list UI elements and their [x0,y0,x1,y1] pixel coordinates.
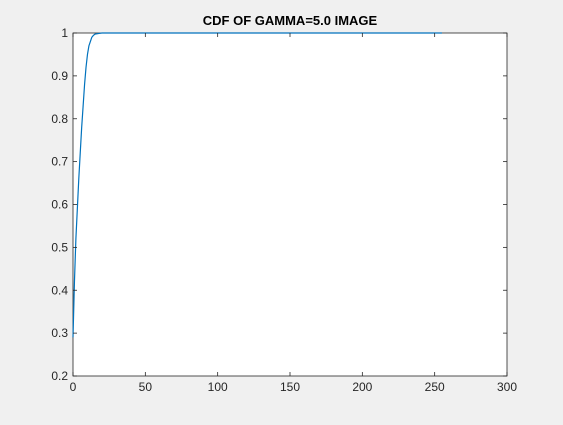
chart-title: CDF OF GAMMA=5.0 IMAGE [203,13,378,28]
x-axis: 0 50 100 150 200 250 300 [70,33,517,394]
y-tick-label: 0.2 [51,369,68,383]
y-tick-label: 0.8 [51,112,68,126]
x-tick-label: 200 [352,380,372,394]
x-tick-label: 100 [208,380,228,394]
y-axis: 0.2 0.3 0.4 0.5 0.6 0.7 0.8 0.9 1 [51,26,507,383]
series-layer [72,32,442,338]
y-tick-label: 0.4 [51,283,68,297]
x-tick-label: 150 [280,380,300,394]
x-tick-label: 250 [425,380,445,394]
cdf-series-line [72,32,442,338]
y-tick-label: 0.3 [51,326,68,340]
plot-area [72,32,508,377]
x-tick-label: 0 [70,380,77,394]
y-tick-label: 0.5 [51,240,68,254]
y-tick-label: 0.7 [51,155,68,169]
y-tick-label: 1 [61,26,68,40]
x-tick-label: 50 [139,380,153,394]
y-tick-label: 0.9 [51,69,68,83]
x-tick-label: 300 [497,380,517,394]
y-tick-label: 0.6 [51,198,68,212]
